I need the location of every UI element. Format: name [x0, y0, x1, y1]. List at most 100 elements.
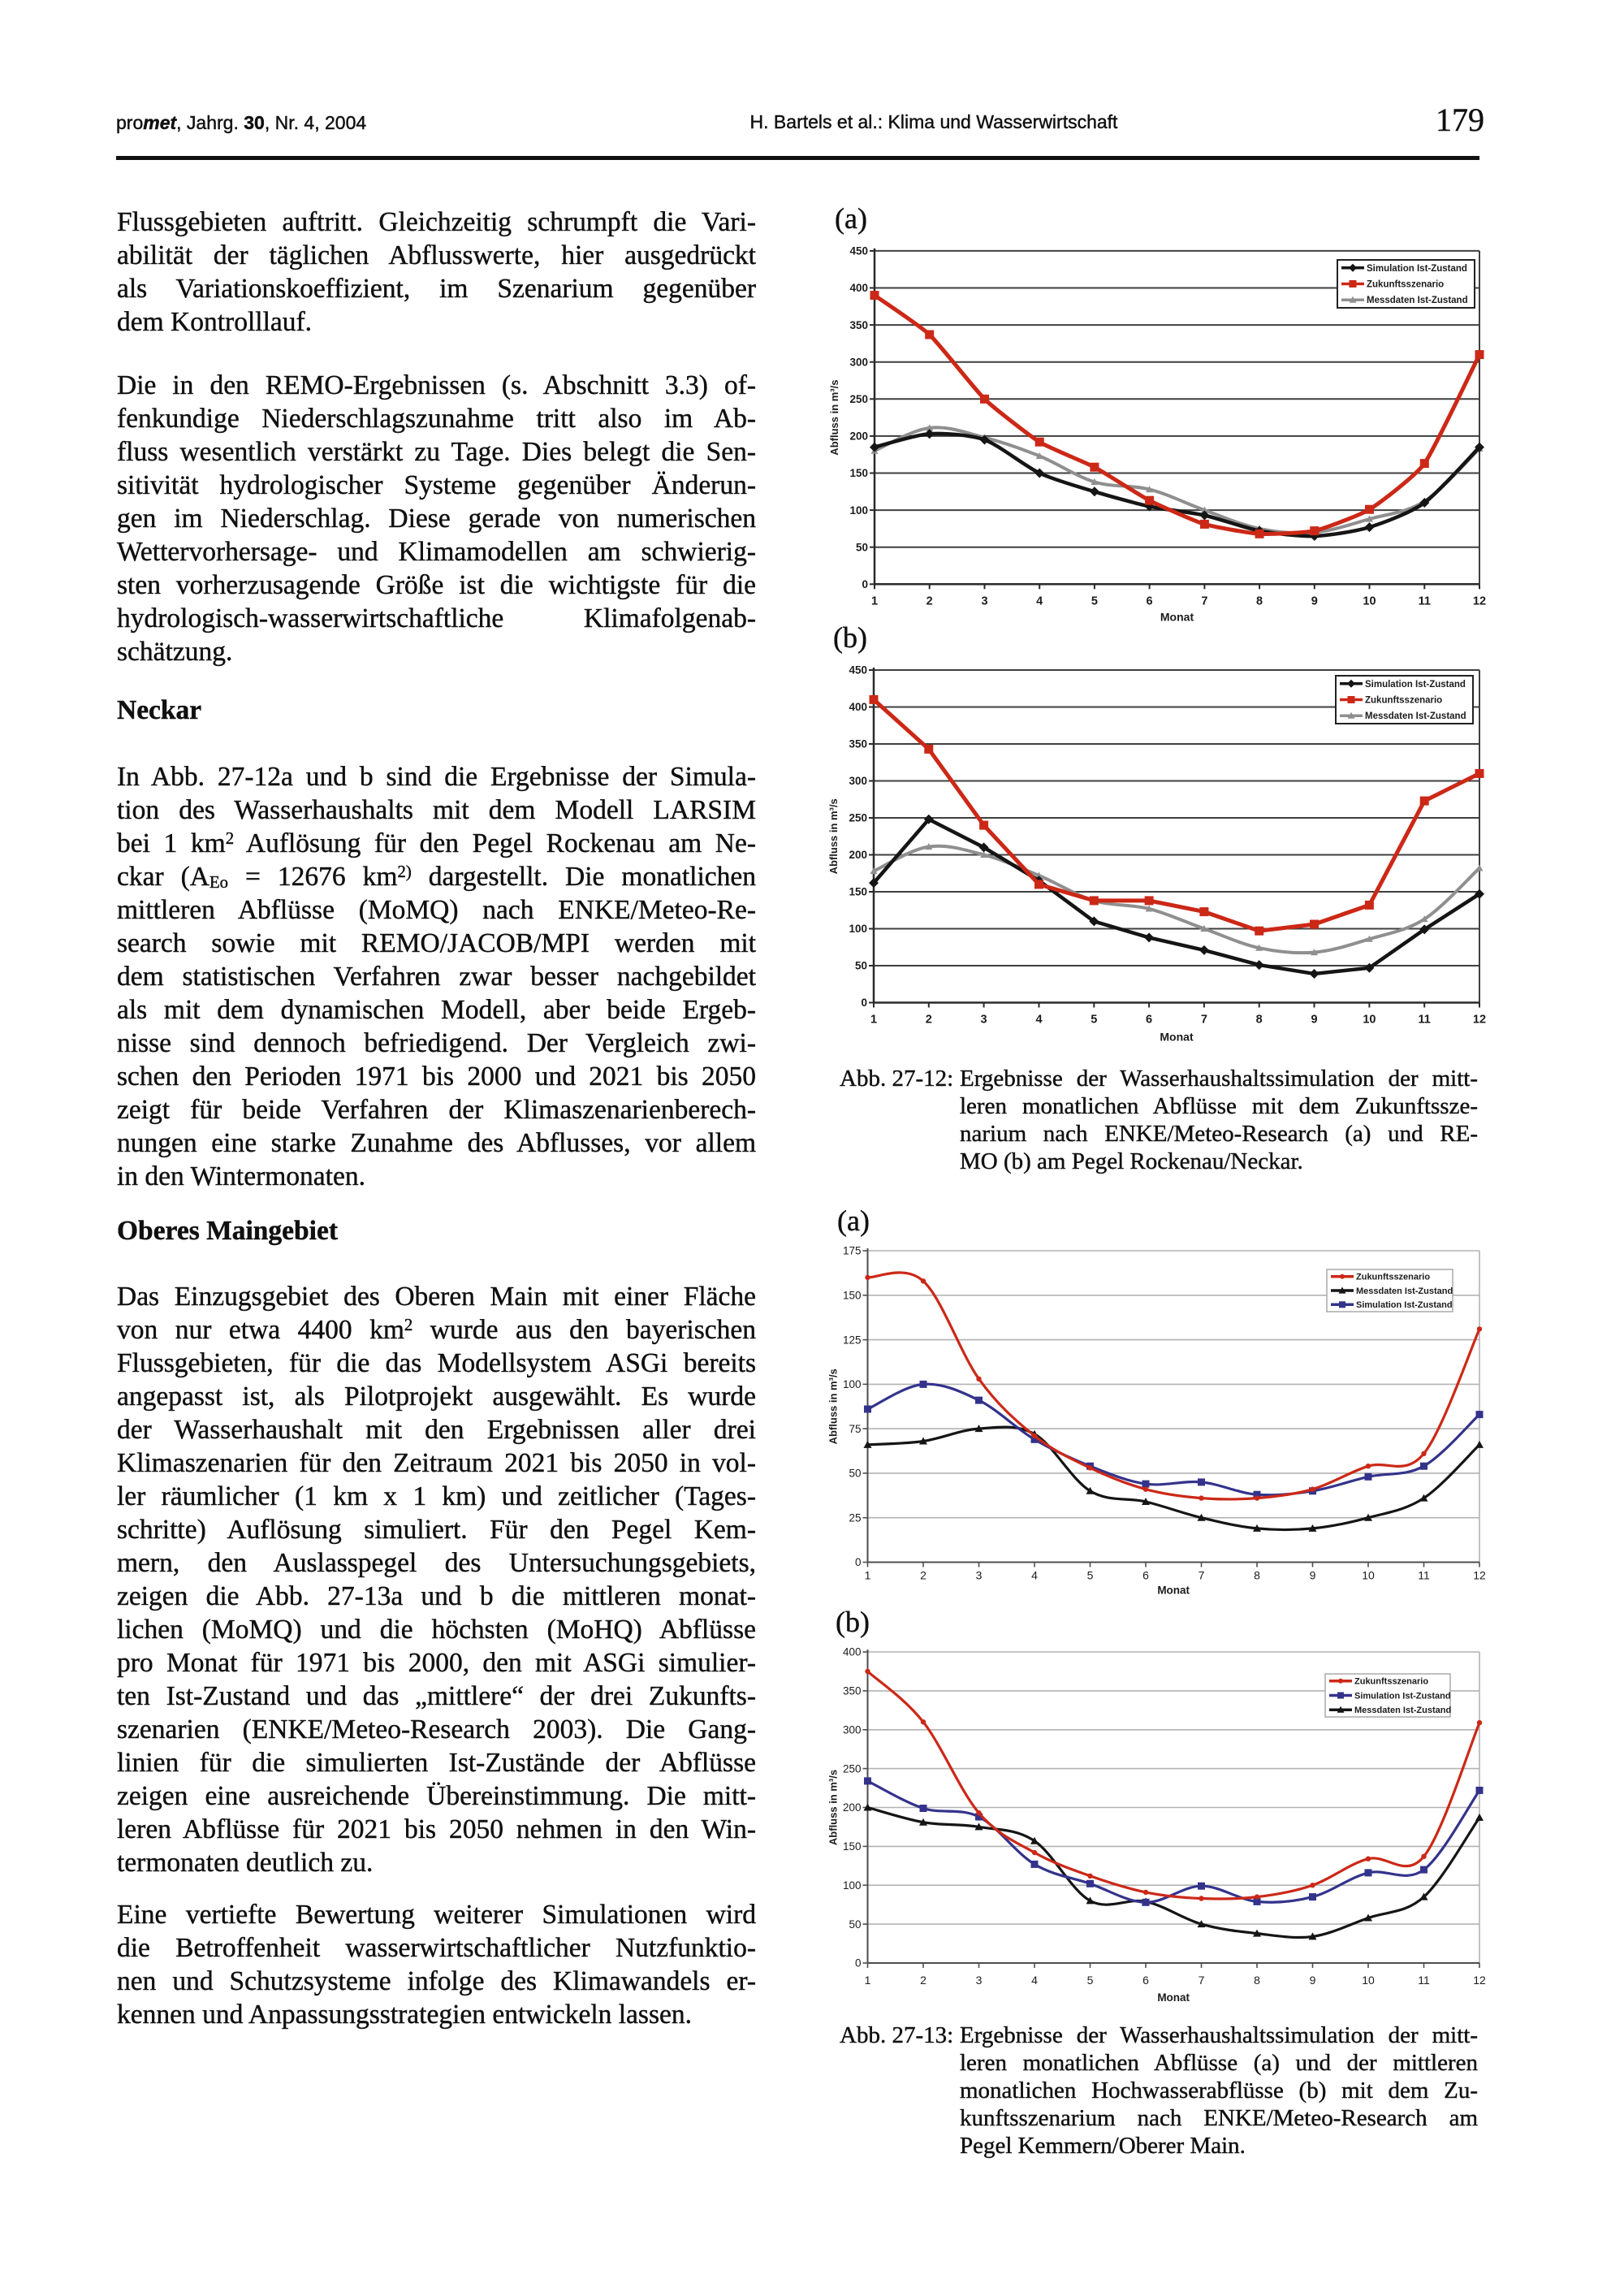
- svg-text:10: 10: [1363, 1014, 1376, 1027]
- svg-text:200: 200: [849, 430, 868, 443]
- svg-text:9: 9: [1310, 1974, 1316, 1987]
- svg-text:5: 5: [1087, 1569, 1094, 1582]
- svg-text:0: 0: [855, 1556, 862, 1568]
- svg-text:4: 4: [1031, 1974, 1038, 1987]
- svg-text:2: 2: [920, 1569, 926, 1582]
- svg-text:4: 4: [1036, 595, 1043, 608]
- svg-text:200: 200: [843, 1801, 862, 1814]
- svg-text:100: 100: [849, 504, 868, 517]
- svg-text:Simulation Ist-Zustand: Simulation Ist-Zustand: [1365, 680, 1466, 690]
- svg-text:Zukunftsszenario: Zukunftsszenario: [1356, 1273, 1430, 1282]
- svg-text:3: 3: [981, 595, 987, 608]
- svg-text:50: 50: [855, 960, 867, 972]
- svg-text:11: 11: [1419, 595, 1431, 608]
- svg-text:7: 7: [1201, 1014, 1207, 1027]
- svg-text:12: 12: [1473, 1974, 1486, 1987]
- svg-text:0: 0: [862, 578, 868, 590]
- svg-text:Messdaten Ist-Zustand: Messdaten Ist-Zustand: [1354, 1706, 1451, 1715]
- svg-text:Monat: Monat: [1160, 1031, 1194, 1044]
- svg-text:2: 2: [920, 1974, 926, 1987]
- svg-text:200: 200: [849, 849, 867, 861]
- svg-text:1: 1: [865, 1974, 871, 1987]
- svg-text:6: 6: [1142, 1569, 1149, 1582]
- svg-text:450: 450: [849, 245, 868, 257]
- svg-text:Simulation Ist-Zustand: Simulation Ist-Zustand: [1354, 1691, 1451, 1701]
- svg-text:Monat: Monat: [1160, 610, 1194, 623]
- svg-text:150: 150: [843, 1290, 862, 1302]
- svg-text:1: 1: [865, 1569, 871, 1582]
- svg-text:11: 11: [1418, 1974, 1430, 1987]
- svg-text:5: 5: [1091, 595, 1098, 608]
- svg-text:Zukunftsszenario: Zukunftsszenario: [1367, 280, 1444, 290]
- svg-text:400: 400: [843, 1646, 862, 1658]
- svg-text:Abfluss in m³/s: Abfluss in m³/s: [827, 1369, 840, 1444]
- svg-text:3: 3: [976, 1569, 983, 1582]
- svg-text:10: 10: [1362, 1569, 1375, 1582]
- svg-text:3: 3: [976, 1974, 983, 1987]
- svg-text:Abfluss in m³/s: Abfluss in m³/s: [828, 380, 840, 456]
- svg-text:50: 50: [849, 1468, 861, 1480]
- svg-text:5: 5: [1087, 1974, 1094, 1987]
- svg-text:150: 150: [849, 886, 867, 898]
- svg-text:3: 3: [981, 1014, 987, 1027]
- svg-text:10: 10: [1362, 1974, 1375, 1987]
- svg-text:4: 4: [1031, 1569, 1038, 1582]
- svg-text:100: 100: [843, 1378, 862, 1390]
- svg-text:8: 8: [1256, 595, 1263, 608]
- svg-text:7: 7: [1199, 1974, 1205, 1987]
- svg-text:12: 12: [1473, 1569, 1486, 1582]
- svg-text:100: 100: [843, 1879, 862, 1892]
- svg-text:9: 9: [1311, 595, 1318, 608]
- svg-text:50: 50: [856, 541, 868, 553]
- svg-text:8: 8: [1254, 1569, 1260, 1582]
- svg-text:400: 400: [849, 701, 867, 713]
- svg-text:250: 250: [849, 393, 868, 405]
- svg-text:12: 12: [1473, 1014, 1486, 1027]
- svg-text:2: 2: [926, 1014, 932, 1027]
- svg-text:6: 6: [1147, 595, 1153, 608]
- svg-text:450: 450: [849, 664, 867, 677]
- svg-text:6: 6: [1146, 1014, 1152, 1027]
- svg-text:5: 5: [1091, 1014, 1097, 1027]
- svg-text:300: 300: [849, 775, 867, 787]
- svg-text:50: 50: [849, 1918, 861, 1931]
- svg-text:8: 8: [1256, 1014, 1263, 1027]
- svg-text:Simulation Ist-Zustand: Simulation Ist-Zustand: [1367, 264, 1467, 274]
- svg-text:Messdaten Ist-Zustand: Messdaten Ist-Zustand: [1367, 296, 1468, 305]
- svg-text:4: 4: [1035, 1014, 1042, 1027]
- svg-text:Abfluss in m³/s: Abfluss in m³/s: [827, 798, 840, 874]
- svg-text:350: 350: [849, 738, 867, 750]
- svg-text:0: 0: [855, 1957, 862, 1970]
- svg-text:Messdaten Ist-Zustand: Messdaten Ist-Zustand: [1365, 711, 1466, 721]
- svg-text:Messdaten Ist-Zustand: Messdaten Ist-Zustand: [1356, 1286, 1453, 1296]
- svg-text:25: 25: [849, 1511, 861, 1524]
- svg-text:11: 11: [1418, 1569, 1430, 1582]
- svg-text:7: 7: [1201, 595, 1207, 608]
- svg-text:300: 300: [843, 1724, 862, 1736]
- svg-text:Abfluss in m³/s: Abfluss in m³/s: [827, 1770, 840, 1845]
- svg-text:9: 9: [1311, 1014, 1317, 1027]
- svg-text:350: 350: [849, 319, 868, 331]
- svg-text:Simulation Ist-Zustand: Simulation Ist-Zustand: [1356, 1300, 1453, 1310]
- svg-text:10: 10: [1363, 595, 1376, 608]
- svg-text:6: 6: [1142, 1974, 1149, 1987]
- svg-text:250: 250: [843, 1762, 862, 1775]
- svg-text:250: 250: [849, 812, 867, 824]
- svg-text:1: 1: [871, 595, 878, 608]
- svg-text:11: 11: [1419, 1014, 1431, 1027]
- svg-text:125: 125: [843, 1334, 862, 1346]
- svg-text:100: 100: [849, 923, 867, 935]
- svg-text:150: 150: [849, 467, 868, 479]
- svg-text:Monat: Monat: [1157, 1585, 1190, 1597]
- svg-text:Zukunftsszenario: Zukunftsszenario: [1365, 696, 1442, 706]
- svg-text:Zukunftsszenario: Zukunftsszenario: [1354, 1677, 1428, 1687]
- svg-text:2: 2: [926, 595, 933, 608]
- svg-text:1: 1: [870, 1014, 877, 1027]
- svg-text:75: 75: [849, 1423, 861, 1435]
- svg-text:300: 300: [849, 356, 868, 368]
- svg-text:0: 0: [861, 997, 867, 1009]
- svg-text:Monat: Monat: [1157, 1991, 1190, 2004]
- svg-text:175: 175: [843, 1245, 862, 1257]
- svg-text:150: 150: [843, 1840, 862, 1853]
- svg-text:400: 400: [849, 282, 868, 294]
